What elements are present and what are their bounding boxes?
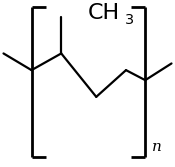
Text: CH: CH — [88, 3, 120, 23]
Text: 3: 3 — [125, 13, 134, 27]
Text: n: n — [152, 140, 162, 154]
